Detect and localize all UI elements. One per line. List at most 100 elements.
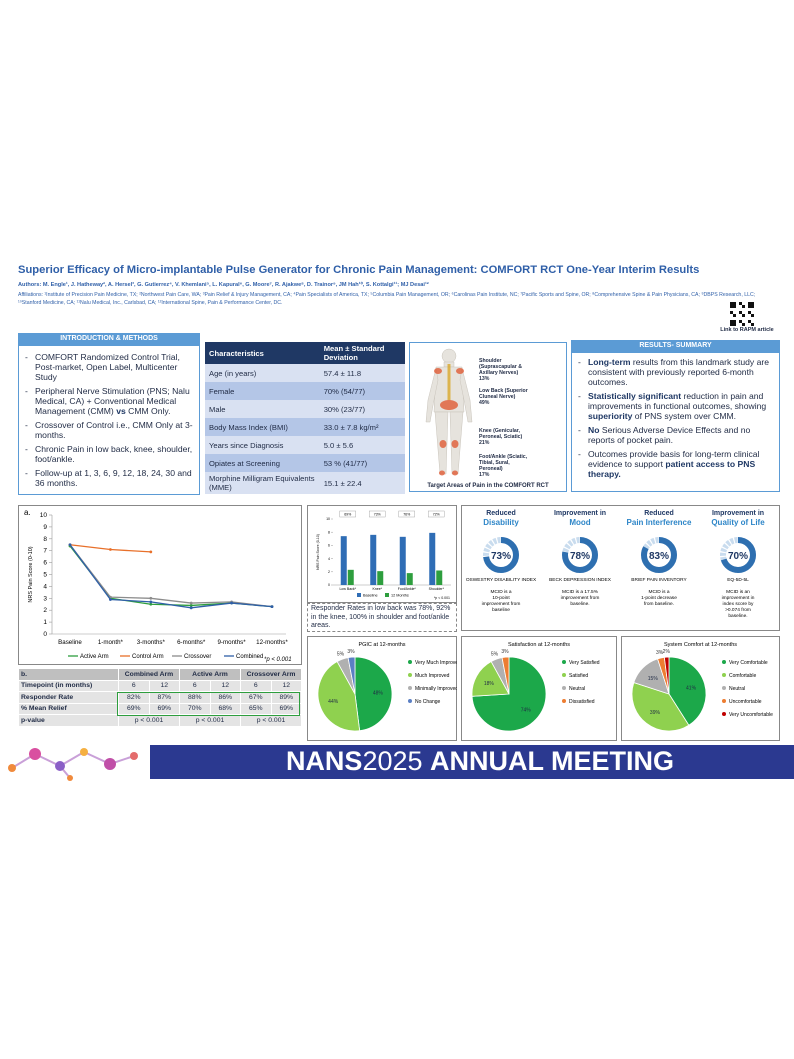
y-tick-label: 6 xyxy=(328,544,330,548)
metric-line1: Improvement in xyxy=(554,510,606,517)
pie-title: Satisfaction at 12-months xyxy=(508,642,570,648)
table-header: Combined Arm xyxy=(118,668,180,681)
qr-cell xyxy=(730,323,733,326)
bullet: Chronic Pain in low back, knee, shoulder… xyxy=(23,444,195,464)
metric-value: 83% xyxy=(649,551,669,562)
bar xyxy=(377,571,384,585)
table-cell: Body Mass Index (BMI) xyxy=(205,418,320,436)
metric-value: 73% xyxy=(491,551,511,562)
bar xyxy=(347,569,354,585)
x-tick-label: 3-months* xyxy=(137,639,166,646)
pie-value-label: 48% xyxy=(373,691,384,697)
table-cell: Responder Rate xyxy=(18,691,119,704)
legend-swatch xyxy=(562,686,566,690)
bullet: Follow-up at 1, 3, 6, 9, 12, 18, 24, 30 … xyxy=(23,468,195,488)
figure-pct: 17% xyxy=(479,472,490,478)
table-cell: 53 % (41/77) xyxy=(319,454,405,472)
y-tick-label: 1 xyxy=(43,619,47,626)
x-tick-label: 9-months* xyxy=(217,639,246,646)
legend-label: Much Improved xyxy=(415,673,450,679)
table-header: Crossover Arm xyxy=(240,668,302,681)
x-tick-label: Low Back* xyxy=(339,587,356,591)
table-cell: p < 0.001 xyxy=(240,714,302,727)
y-tick-label: 7 xyxy=(43,548,47,555)
affiliations: Affiliations: ¹Institute of Precision Pa… xyxy=(18,292,756,306)
table-cell: Morphine Milligram Equivalents (MME) xyxy=(205,472,320,494)
qr-cell xyxy=(730,305,733,308)
table-header: Characteristics xyxy=(205,342,320,364)
ring-value xyxy=(562,537,598,573)
summary-box: Long-term results from this landmark stu… xyxy=(571,352,780,492)
bullet: COMFORT Randomized Control Trial, Post-m… xyxy=(23,352,195,382)
table-cell: % Mean Relief xyxy=(18,702,119,715)
bar xyxy=(406,573,413,585)
bullet: Outcomes provide basis for long-term cli… xyxy=(576,449,775,479)
figure-caption: Target Areas of Pain in the COMFORT RCT xyxy=(427,483,549,489)
table-row: Male 30% (23/77) xyxy=(205,400,405,418)
qr-cell xyxy=(751,302,754,305)
y-axis-label: NRS Pain Score (0-10) xyxy=(28,546,34,602)
y-tick-label: 5 xyxy=(43,572,47,579)
pie-value-label: 44% xyxy=(328,699,339,705)
series-line xyxy=(69,544,273,608)
x-tick-label: Knee* xyxy=(372,587,382,591)
table-cell: 89% xyxy=(270,691,302,704)
table-cell: Years since Diagnosis xyxy=(205,436,320,454)
bullet-text: CMM Only. xyxy=(125,406,171,416)
table-cell: 5.0 ± 5.6 xyxy=(319,436,405,454)
pie-value-label: 74% xyxy=(521,708,532,714)
table-row: Age (in years) 57.4 ± 11.8 xyxy=(205,364,405,382)
poster-title: Superior Efficacy of Micro-implantable P… xyxy=(18,264,700,276)
bullet-text: Chronic Pain in low back, knee, shoulder… xyxy=(35,444,193,464)
bar-chart: NRS Pain Score (0-10) 0 2 4 6 8 10 Low Back* 69%… xyxy=(316,510,451,600)
pie-chart: PGIC at 12-months 48% 44% 5% 3% Very Much Imp… xyxy=(317,642,457,732)
legend-swatch xyxy=(562,699,566,703)
bullet: Long-term results from this landmark stu… xyxy=(576,357,775,387)
table-row: Female 70% (54/77) xyxy=(205,382,405,400)
bar xyxy=(340,536,347,585)
qr-cell xyxy=(733,305,736,308)
metric-line1: Reduced xyxy=(644,510,674,517)
series-point xyxy=(270,605,274,609)
series-line xyxy=(69,544,273,609)
summary-heading: RESULTS- SUMMARY xyxy=(571,340,780,352)
metric-note: MCID is an improvement in index score by >0… xyxy=(722,589,755,619)
y-tick-label: 0 xyxy=(43,631,47,638)
table-cell: 87% xyxy=(148,691,180,704)
bullet-text: of PNS system over CMM. xyxy=(632,411,737,421)
table-cell: Male xyxy=(205,400,320,418)
table-b-wrap: b. Combined Arm Active Arm Crossover Arm Tim… xyxy=(18,668,302,727)
pie-value-label: 18% xyxy=(484,681,495,687)
bar xyxy=(436,570,443,585)
qr-caption: Link to RAPM article xyxy=(720,327,774,333)
pie-slice xyxy=(471,656,547,732)
bullet-text: Crossover of Control i.e., CMM Only at 3… xyxy=(35,420,193,440)
ring-value xyxy=(641,537,677,573)
legend-swatch xyxy=(408,686,412,690)
qr-cell xyxy=(739,311,742,314)
bullet: Peripheral Nerve Stimulation (PNS; Nalu … xyxy=(23,386,195,416)
legend-label: Satisfied xyxy=(569,673,588,679)
table-cell: Age (in years) xyxy=(205,364,320,382)
metric-name: OSWESTRY DISABILITY INDEX xyxy=(466,577,537,583)
table-row: Opiates at Screening 53 % (41/77) xyxy=(205,454,405,472)
legend-label: Active Arm xyxy=(80,654,109,660)
table-cell: 12 xyxy=(209,679,241,692)
metric-name: EQ-5D-5L xyxy=(727,577,749,583)
body-figure: Target Areas of Pain in the COMFORT RCT … xyxy=(425,348,549,489)
pie-value-label: 15% xyxy=(648,676,659,682)
pie-value-label: 3% xyxy=(501,649,509,655)
series-point xyxy=(189,604,193,607)
table-cell: 30% (23/77) xyxy=(319,400,405,418)
pie-value-label: 5% xyxy=(337,652,345,658)
chart-label: a. xyxy=(24,508,31,517)
metric-note: MCID is a 1-point decrease from baseline. xyxy=(641,589,677,607)
table-cell: p < 0.001 xyxy=(118,714,180,727)
qr-cell xyxy=(733,323,736,326)
metric-name: BRIEF PAIN INVENTORY xyxy=(631,577,687,583)
metric-line1: Reduced xyxy=(486,510,516,517)
table-label: b. xyxy=(18,668,119,681)
y-tick-label: 2 xyxy=(43,607,47,614)
pie-chart: System Comfort at 12-months 41% 39% 15% 3% 2%… xyxy=(631,642,773,732)
